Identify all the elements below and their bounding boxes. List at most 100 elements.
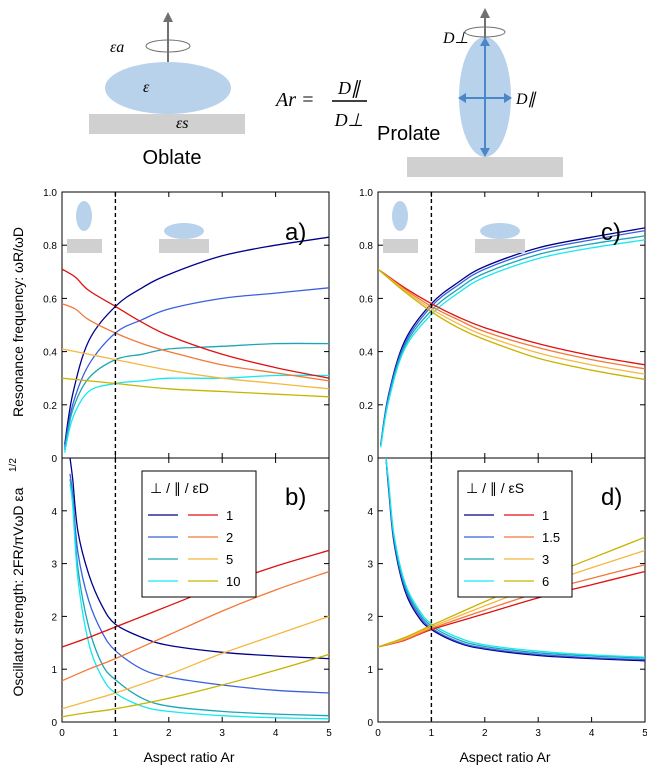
legend-entry-label: 6 [542, 574, 549, 589]
prolate-left-arrowhead-icon [458, 93, 466, 103]
prolate-d-perp-label: D⊥ [442, 30, 469, 47]
legend-entry-label: 1 [542, 508, 549, 523]
inset-prolate-icon [76, 201, 92, 231]
panel-label: c) [601, 219, 621, 246]
series-group [62, 236, 329, 453]
legend-b-frame [141, 470, 257, 598]
prolate-schematic: D⊥ D∥ Prolate [377, 8, 563, 177]
series-line-par-2 [62, 348, 329, 390]
equation-numerator: D∥ [337, 78, 362, 98]
y-tick-label: 0.4 [359, 348, 373, 359]
panel-label: b) [285, 484, 306, 511]
inset-oblate-icon [480, 223, 520, 239]
series-line-par-3 [378, 268, 645, 381]
legend-entry-label: 10 [226, 574, 240, 589]
series-line-perp-1 [380, 229, 645, 445]
prolate-label: Prolate [377, 123, 440, 145]
series-line-par-2 [62, 615, 329, 710]
prolate-down-arrowhead-icon [480, 148, 490, 157]
series-group [378, 227, 645, 448]
y-tick-label: 1.0 [359, 188, 373, 199]
legend-entry-label: 1 [226, 508, 233, 523]
legend-entry-label: 5 [226, 552, 233, 567]
x-axis-label-right: Aspect ratio Ar [459, 749, 550, 765]
x-tick-label: 3 [535, 728, 541, 739]
y-tick-label: 0.8 [359, 241, 373, 252]
oblate-axis-arrowhead-icon [163, 12, 173, 22]
y-tick-label: 2 [367, 612, 373, 623]
series-line-par-1 [62, 570, 329, 682]
series-line-perp-0 [64, 236, 329, 445]
y-tick-label: 4 [367, 507, 373, 518]
x-tick-label: 3 [219, 728, 225, 739]
oblate-eps-s-label: εs [176, 115, 189, 132]
legend-entry-label: 3 [542, 552, 549, 567]
series-line-par-2 [378, 268, 645, 375]
y-tick-label: 0.8 [43, 241, 57, 252]
prolate-substrate [407, 157, 563, 177]
x-tick-label: 2 [166, 728, 172, 739]
prolate-up-arrowhead-icon [480, 37, 490, 46]
y-tick-label: 4 [51, 507, 57, 518]
plot-frame [377, 457, 646, 723]
oblate-eps-label: ε [143, 79, 150, 96]
prolate-d-par-label: D∥ [515, 91, 537, 108]
series-line-par-2 [378, 549, 645, 648]
series-line-par-1 [378, 268, 645, 370]
inset-substrate-icon [67, 239, 102, 253]
prolate-right-arrowhead-icon [504, 93, 512, 103]
series-line-par-3 [62, 377, 329, 398]
plot-frame [61, 457, 330, 723]
legend-b: ⊥ / ∥ / εD 1 2 5 10 [141, 470, 257, 598]
bottom-y-axis-label-text: Oscillator strength: 2FR/πVωD εa [10, 487, 26, 696]
legend-b-title: ⊥ / ∥ / εD [150, 480, 209, 496]
series-line-perp-1 [64, 287, 329, 448]
x-tick-label: 4 [589, 728, 595, 739]
y-tick-label: 3 [51, 560, 57, 571]
equation-denominator: D⊥ [334, 110, 364, 130]
y-tick-label: 0 [51, 718, 57, 729]
x-tick-label: 5 [326, 728, 332, 739]
x-tick-label: 2 [482, 728, 488, 739]
x-tick-label: 1 [429, 728, 435, 739]
aspect-ratio-equation: Ar = D∥ D⊥ [274, 78, 367, 130]
bottom-y-axis-label: Oscillator strength: 2FR/πVωD εa 1/2 [8, 458, 26, 697]
y-tick-label: 0 [367, 718, 373, 729]
series-line-par-3 [62, 653, 329, 718]
series-line-par-3 [378, 536, 645, 648]
inset-substrate-icon [475, 239, 525, 253]
x-axis-label-left: Aspect ratio Ar [143, 749, 234, 765]
series-line-perp-0 [69, 458, 329, 660]
series-line-par-0 [62, 268, 329, 379]
oblate-schematic: εa ε εs Oblate [89, 12, 245, 169]
panel-label: d) [601, 484, 622, 511]
x-tick-label: 0 [59, 728, 65, 739]
series-line-par-1 [62, 303, 329, 382]
y-tick-label: 0.4 [43, 348, 57, 359]
y-tick-label: 0 [367, 454, 373, 465]
legend-d: ⊥ / ∥ / εS 1 1.5 3 6 [457, 470, 573, 598]
y-tick-label: 0.2 [359, 401, 373, 412]
oblate-spheroid [105, 62, 231, 114]
series-line-perp-3 [380, 239, 645, 448]
series-line-perp-2 [64, 342, 329, 451]
series-group [62, 458, 329, 720]
top-y-axis-label: Resonance frequency: ωR/ωD [10, 227, 26, 417]
inset-prolate-icon [392, 201, 408, 231]
prolate-axis-arrowhead-icon [480, 8, 490, 18]
legend-entry-label: 2 [226, 530, 233, 545]
x-tick-label: 0 [375, 728, 381, 739]
oblate-eps-a-label: εa [110, 39, 124, 56]
legend-d-title: ⊥ / ∥ / εS [466, 480, 524, 496]
panel-label: a) [285, 219, 306, 246]
series-line-par-0 [378, 268, 645, 366]
series-line-par-0 [62, 549, 329, 648]
bottom-y-axis-label-sup: 1/2 [8, 458, 19, 472]
inset-substrate-icon [159, 239, 209, 253]
y-tick-label: 0.2 [43, 401, 57, 412]
series-line-perp-3 [385, 458, 645, 658]
inset-substrate-icon [383, 239, 418, 253]
y-tick-label: 1 [367, 665, 373, 676]
